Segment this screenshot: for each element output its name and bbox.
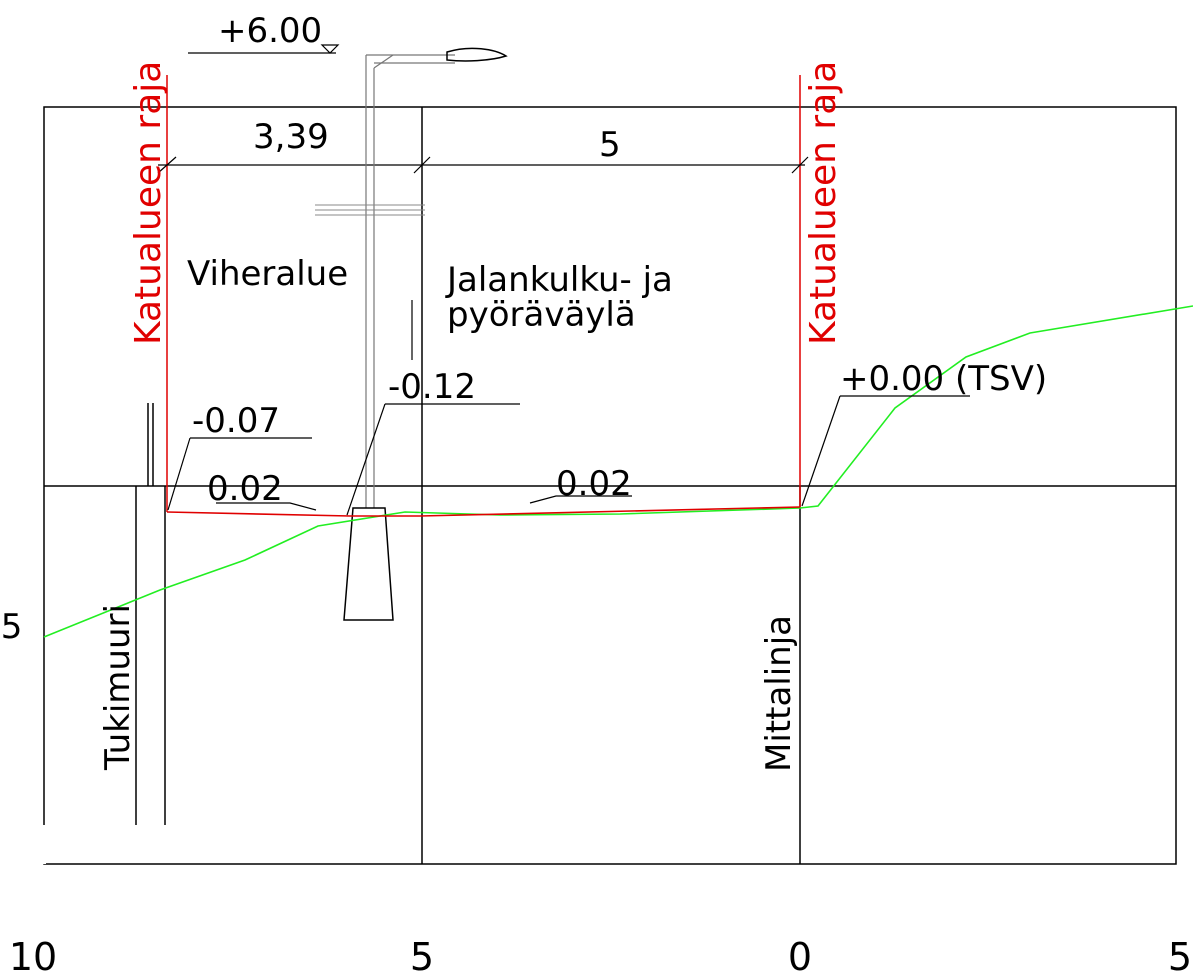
street-lamp (315, 47, 508, 508)
elev-edge-pointer (167, 437, 191, 511)
left-boundary-label: Katualueen raja (128, 61, 169, 345)
elevation-triangle-icon (320, 44, 340, 54)
elev-lamp-pointer (346, 403, 386, 516)
elev-reference-pointer (801, 395, 841, 507)
retaining-wall (135, 403, 166, 825)
slope-left-label: 0.02 (207, 469, 283, 509)
zone-green-label: Viheralue (187, 254, 348, 294)
slope-right-label: 0.02 (556, 464, 632, 504)
zone-path-label-line1: Jalankulku- ja (445, 260, 673, 300)
lamp-foundation (343, 507, 394, 621)
lamp-head-icon (446, 47, 508, 62)
dimension-left-label: 3,39 (253, 117, 329, 157)
dimension-right-label: 5 (599, 125, 621, 165)
elev-lamp-label: -0.12 (388, 367, 476, 407)
measure-line-label: Mittalinja (759, 615, 799, 772)
slope-arrow-right-icon (529, 495, 632, 504)
axis-tick-label: 10 (9, 935, 57, 979)
elev-edge-label: -0.07 (192, 401, 280, 441)
axis-tick-label: 5 (1168, 935, 1192, 979)
axis-tick-label: 0 (788, 935, 812, 979)
axis-tick-label: 5 (410, 935, 434, 979)
slope-arrow-left-icon (216, 502, 317, 511)
side-tick-label: .5 (0, 607, 22, 647)
design-surface-line (166, 506, 801, 517)
dimension-tick-mid (413, 156, 431, 174)
dimension-tick-right (791, 156, 809, 174)
elevation-top-label: +6.00 (218, 11, 322, 51)
zone-path-label-line2: pyöräväylä (447, 295, 636, 335)
right-boundary-label: Katualueen raja (803, 61, 844, 345)
dimension-tick-left (157, 156, 177, 174)
elev-reference-label: +0.00 (TSV) (840, 359, 1047, 399)
existing-terrain-line (43, 305, 1193, 638)
retaining-wall-label: Tukimuuri (98, 604, 138, 771)
